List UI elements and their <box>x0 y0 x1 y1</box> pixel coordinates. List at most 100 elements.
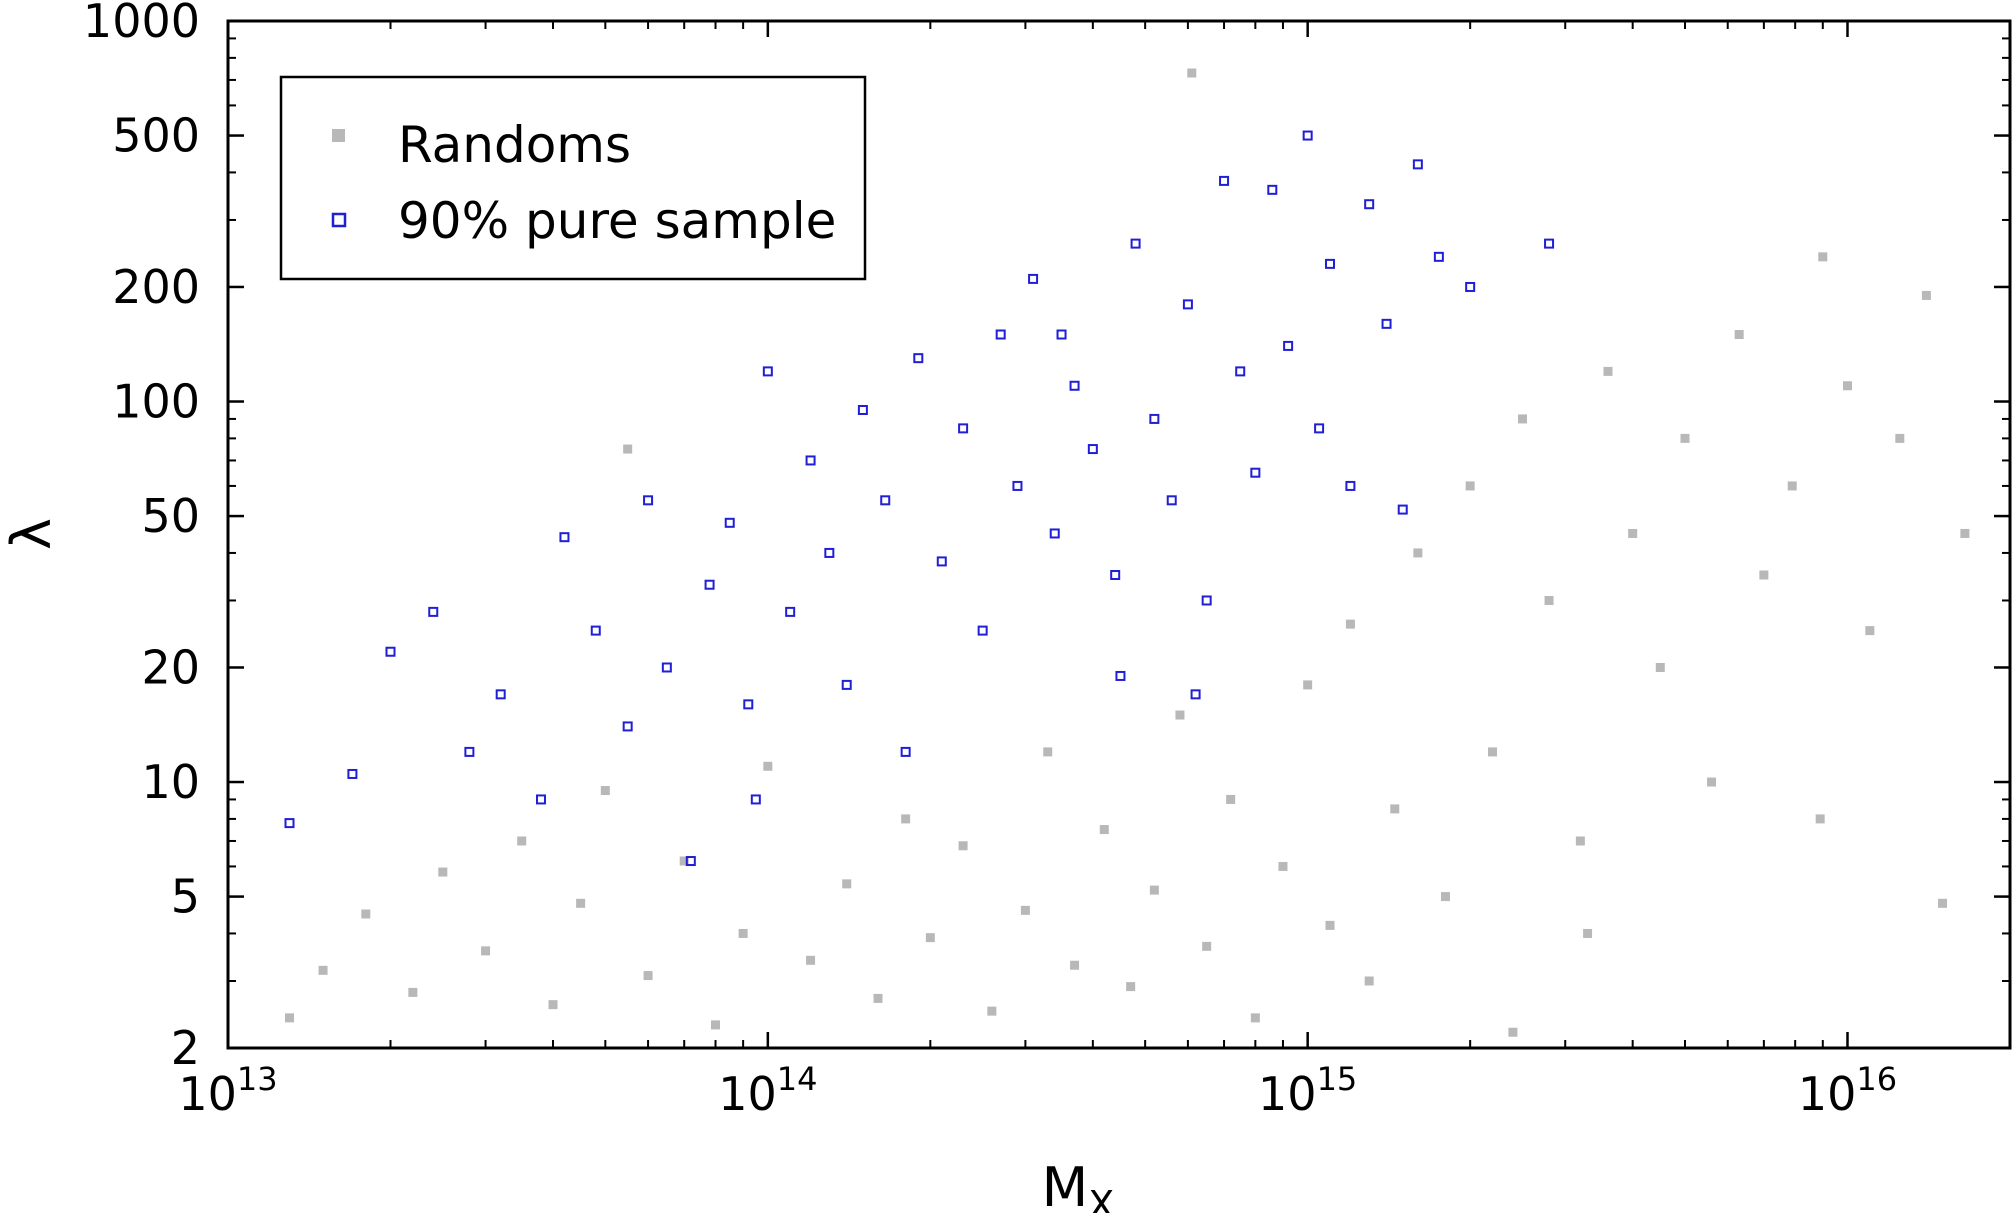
pure-sample-point <box>1283 340 1294 351</box>
randoms-point <box>925 933 935 943</box>
plot-frame <box>226 19 2012 1050</box>
pure-sample-point <box>841 679 852 690</box>
x-tick-label-exponent: 16 <box>1856 1060 1897 1098</box>
randoms-point <box>1325 920 1335 930</box>
randoms-point <box>1149 885 1159 895</box>
pure-sample-point <box>1235 366 1246 377</box>
y-tick-label: 1000 <box>83 0 200 48</box>
randoms-point <box>643 971 653 981</box>
legend-label-pure-sample: 90% pure sample <box>398 192 836 250</box>
pure-sample-point <box>1110 570 1121 581</box>
pure-sample-point <box>1325 258 1336 269</box>
pure-sample-point <box>535 794 546 805</box>
pure-sample-point <box>704 579 715 590</box>
randoms-point <box>1734 330 1744 340</box>
pure-sample-point <box>857 404 868 415</box>
randoms-point <box>901 814 911 824</box>
pure-sample-point <box>661 662 672 673</box>
pure-sample-point <box>1166 495 1177 506</box>
randoms-point <box>738 928 748 938</box>
randoms-point <box>873 993 883 1003</box>
randoms-point <box>1575 836 1585 846</box>
pure-sample-point <box>622 721 633 732</box>
y-tick-label: 100 <box>112 375 200 429</box>
randoms-point <box>1787 481 1797 491</box>
pure-sample-point <box>1028 273 1039 284</box>
randoms-point <box>1187 68 1197 78</box>
pure-sample-point <box>590 625 601 636</box>
randoms-point <box>1465 481 1475 491</box>
randoms-point <box>842 879 852 889</box>
pure-sample-point <box>347 768 358 779</box>
randoms-point <box>1865 626 1875 636</box>
pure-sample-point <box>428 606 439 617</box>
y-tick-label: 2 <box>171 1021 200 1075</box>
x-tick-label-base: 10 <box>178 1067 237 1121</box>
randoms-point <box>1413 548 1423 558</box>
pure-sample-point <box>880 495 891 506</box>
randoms-point <box>1202 941 1212 951</box>
randoms-point <box>623 444 633 454</box>
randoms-point <box>1043 747 1053 757</box>
pure-sample-point <box>1250 467 1261 478</box>
randoms-series <box>285 68 1970 1037</box>
x-tick-label: 1014 <box>718 1060 817 1121</box>
randoms-point <box>1278 861 1288 871</box>
x-axis-title-main: M <box>1042 1156 1089 1213</box>
y-tick-label: 500 <box>112 109 200 163</box>
randoms-point <box>987 1006 997 1016</box>
pure-sample-point <box>824 547 835 558</box>
randoms-point <box>481 946 491 956</box>
x-tick-label: 1016 <box>1798 1060 1897 1121</box>
randoms-point <box>1707 777 1717 787</box>
pure-sample-point <box>1012 480 1023 491</box>
randoms-point <box>763 761 773 771</box>
randoms-point <box>1364 976 1374 986</box>
randoms-point <box>1175 710 1185 720</box>
randoms-point <box>1680 433 1690 443</box>
x-tick-label-exponent: 14 <box>777 1060 818 1098</box>
pure-sample-point <box>1115 670 1126 681</box>
randoms-point <box>1938 898 1948 908</box>
pure-sample-point <box>464 746 475 757</box>
randoms-point <box>1603 366 1613 376</box>
randoms-point <box>1628 528 1638 538</box>
randoms-point <box>1226 794 1236 804</box>
randoms-point <box>1303 680 1313 690</box>
y-axis-title: λ <box>0 518 63 550</box>
pure-sample-point <box>1056 329 1067 340</box>
y-tick-label: 10 <box>141 755 200 809</box>
pure-sample-point <box>685 856 696 867</box>
pure-sample-point <box>1069 380 1080 391</box>
x-tick-label-base: 10 <box>1258 1067 1317 1121</box>
randoms-point <box>576 898 586 908</box>
randoms-point <box>1842 381 1852 391</box>
randoms-point <box>1544 595 1554 605</box>
randoms-point <box>1345 619 1355 629</box>
pure-sample-point <box>1544 238 1555 249</box>
legend-box <box>279 75 867 281</box>
randoms-point <box>1488 747 1498 757</box>
randoms-point <box>711 1020 721 1030</box>
pure-sample-point <box>1433 251 1444 262</box>
randoms-point <box>1655 662 1665 672</box>
randoms-point <box>1921 290 1931 300</box>
randoms-point <box>1440 892 1450 902</box>
pure-sample-point <box>805 455 816 466</box>
x-tick-label-exponent: 13 <box>237 1060 278 1098</box>
pure-sample-point <box>559 532 570 543</box>
pure-sample-point <box>900 746 911 757</box>
pure-sample-point <box>1219 175 1230 186</box>
pure-sample-point <box>913 353 924 364</box>
x-tick-label: 1013 <box>178 1060 277 1121</box>
pure-sample-point <box>750 794 761 805</box>
pure-sample-point <box>1381 318 1392 329</box>
x-tick-label-exponent: 15 <box>1317 1060 1358 1098</box>
randoms-point <box>1517 414 1527 424</box>
x-tick-label: 1015 <box>1258 1060 1357 1121</box>
legend-marker-pure-sample <box>331 212 347 228</box>
pure-sample-point <box>1412 159 1423 170</box>
pure-sample-point <box>1345 480 1356 491</box>
